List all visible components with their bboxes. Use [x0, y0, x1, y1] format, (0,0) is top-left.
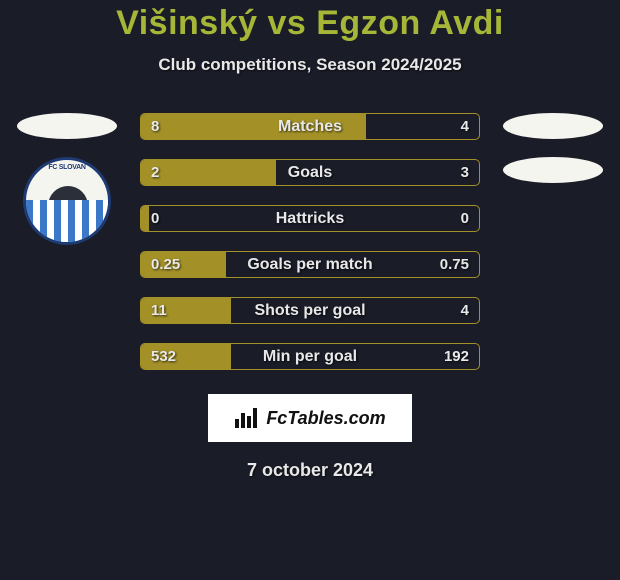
badge-stripes-icon: [26, 200, 108, 242]
site-logo-text: FcTables.com: [266, 408, 385, 429]
left-club-column: FC SLOVAN: [12, 113, 122, 245]
stat-bar: 11Shots per goal4: [140, 297, 480, 324]
stat-bar-fill: [141, 160, 276, 185]
stat-bar-fill: [141, 114, 366, 139]
stat-bar: 2Goals3: [140, 159, 480, 186]
left-club-badge-text: FC SLOVAN: [26, 164, 108, 171]
stat-bar-fill: [141, 206, 149, 231]
stat-bar-fill: [141, 298, 231, 323]
left-club-placeholder-icon: [17, 113, 117, 139]
left-club-badge-icon: FC SLOVAN: [23, 157, 111, 245]
right-club-placeholder-1-icon: [503, 113, 603, 139]
stat-label: Hattricks: [141, 206, 479, 231]
bars-icon: [234, 407, 260, 429]
right-club-placeholder-2-icon: [503, 157, 603, 183]
main-row: FC SLOVAN 8Matches4 2Goals3 0Hattricks0 0.2…: [0, 113, 620, 370]
subtitle: Club competitions, Season 2024/2025: [0, 55, 620, 75]
stat-right-value: 4: [461, 114, 469, 139]
stat-right-value: 3: [461, 160, 469, 185]
stat-bar-fill: [141, 252, 226, 277]
stat-bar: 0.25Goals per match0.75: [140, 251, 480, 278]
stat-bar-fill: [141, 344, 231, 369]
stat-right-value: 192: [444, 344, 469, 369]
stat-right-value: 4: [461, 298, 469, 323]
stat-bar: 0Hattricks0: [140, 205, 480, 232]
stat-right-value: 0.75: [440, 252, 469, 277]
stat-left-value: 0: [151, 206, 159, 231]
stat-bar: 532Min per goal192: [140, 343, 480, 370]
stat-bar: 8Matches4: [140, 113, 480, 140]
stats-bars: 8Matches4 2Goals3 0Hattricks0 0.25Goals per…: [140, 113, 480, 370]
stat-right-value: 0: [461, 206, 469, 231]
footer-date: 7 october 2024: [0, 460, 620, 481]
comparison-card: Višinský vs Egzon Avdi Club competitions…: [0, 0, 620, 481]
page-title: Višinský vs Egzon Avdi: [0, 4, 620, 43]
right-club-column: [498, 113, 608, 183]
site-logo: FcTables.com: [208, 394, 412, 442]
